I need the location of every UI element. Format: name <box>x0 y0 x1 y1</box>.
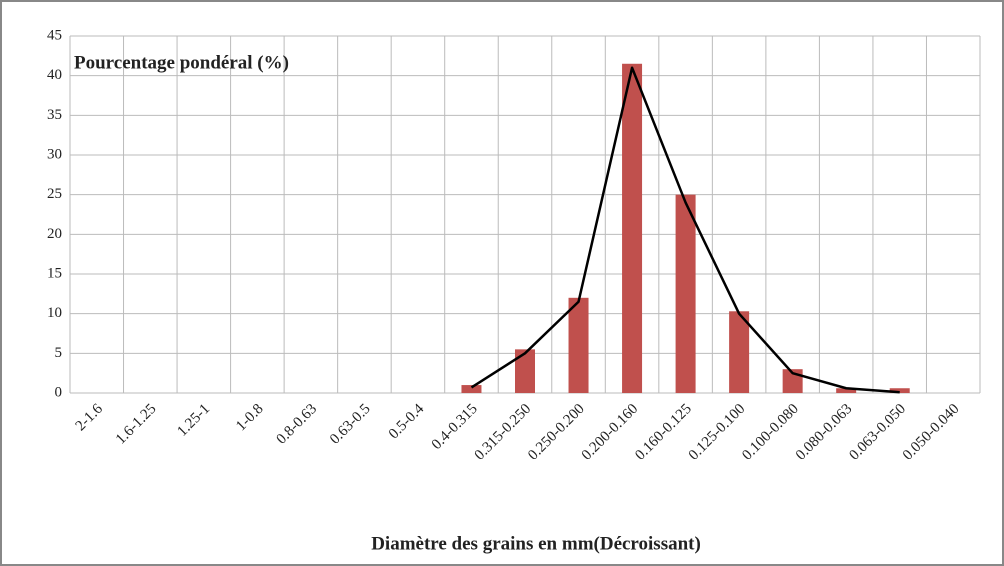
bar <box>461 385 482 393</box>
bar <box>675 194 696 393</box>
y-axis-title: Pourcentage pondéral (%) <box>74 52 289 73</box>
line <box>470 66 900 394</box>
bar <box>622 63 643 394</box>
y-tick-label: 30 <box>47 146 62 162</box>
y-tick-label: 45 <box>47 27 62 43</box>
y-tick-label: 10 <box>47 305 62 321</box>
y-tick-label: 0 <box>55 384 63 400</box>
y-tick-label: 40 <box>47 67 62 83</box>
y-tick-label: 20 <box>47 226 62 242</box>
y-tick-label: 15 <box>47 265 62 281</box>
bar <box>515 349 535 393</box>
x-axis-title: Diamètre des grains en mm(Décroissant) <box>371 533 701 554</box>
bar <box>836 388 857 393</box>
bar <box>889 388 910 393</box>
bar <box>729 311 750 393</box>
bar <box>568 297 589 393</box>
y-tick-label: 5 <box>55 345 63 361</box>
y-tick-label: 25 <box>47 186 62 202</box>
y-tick-label: 35 <box>47 107 62 123</box>
